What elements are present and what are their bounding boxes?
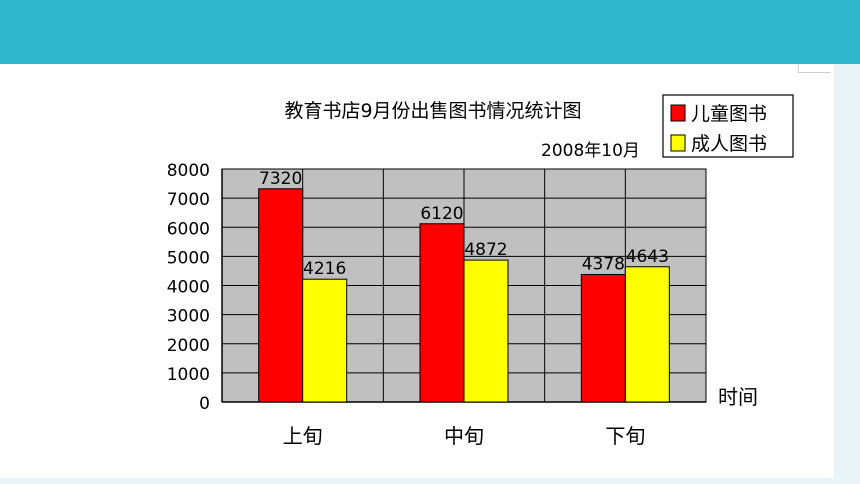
data-label: 4643 bbox=[626, 247, 669, 267]
y-tick-label: 3000 bbox=[167, 307, 210, 327]
bottom-edge-strip bbox=[0, 478, 860, 484]
bar bbox=[463, 259, 509, 403]
x-tick-label: 中旬 bbox=[444, 424, 484, 448]
chart-subtitle: 2008年10月 bbox=[541, 141, 640, 161]
x-axis-label: 时间 bbox=[718, 385, 758, 409]
corner-mark bbox=[798, 64, 831, 73]
right-edge-strip bbox=[834, 64, 860, 484]
bar bbox=[419, 223, 465, 403]
data-label: 4378 bbox=[582, 254, 625, 274]
y-tick-label: 2000 bbox=[167, 336, 210, 356]
data-label: 6120 bbox=[420, 204, 463, 224]
bar bbox=[302, 278, 348, 403]
legend-swatch bbox=[670, 134, 686, 152]
x-tick-label: 下旬 bbox=[605, 424, 645, 448]
y-tick-label: 6000 bbox=[167, 219, 210, 239]
data-label: 4216 bbox=[303, 259, 346, 279]
bar bbox=[580, 273, 626, 403]
y-tick-label: 7000 bbox=[167, 190, 210, 210]
y-tick-label: 5000 bbox=[167, 248, 210, 268]
header-band bbox=[0, 0, 860, 64]
y-tick-label: 1000 bbox=[167, 365, 210, 385]
y-tick-label: 8000 bbox=[167, 161, 210, 181]
chart-title: 教育书店9月份出售图书情况统计图 bbox=[284, 100, 581, 122]
x-tick-label: 上旬 bbox=[283, 424, 323, 448]
legend-label: 成人图书 bbox=[691, 133, 767, 155]
data-label: 7320 bbox=[259, 169, 302, 189]
bar bbox=[624, 266, 670, 403]
legend-label: 儿童图书 bbox=[691, 103, 767, 125]
y-tick-label: 0 bbox=[199, 394, 210, 414]
legend-swatch bbox=[670, 104, 686, 122]
data-label: 4872 bbox=[464, 240, 507, 260]
y-tick-label: 4000 bbox=[167, 278, 210, 298]
bar bbox=[258, 188, 304, 403]
